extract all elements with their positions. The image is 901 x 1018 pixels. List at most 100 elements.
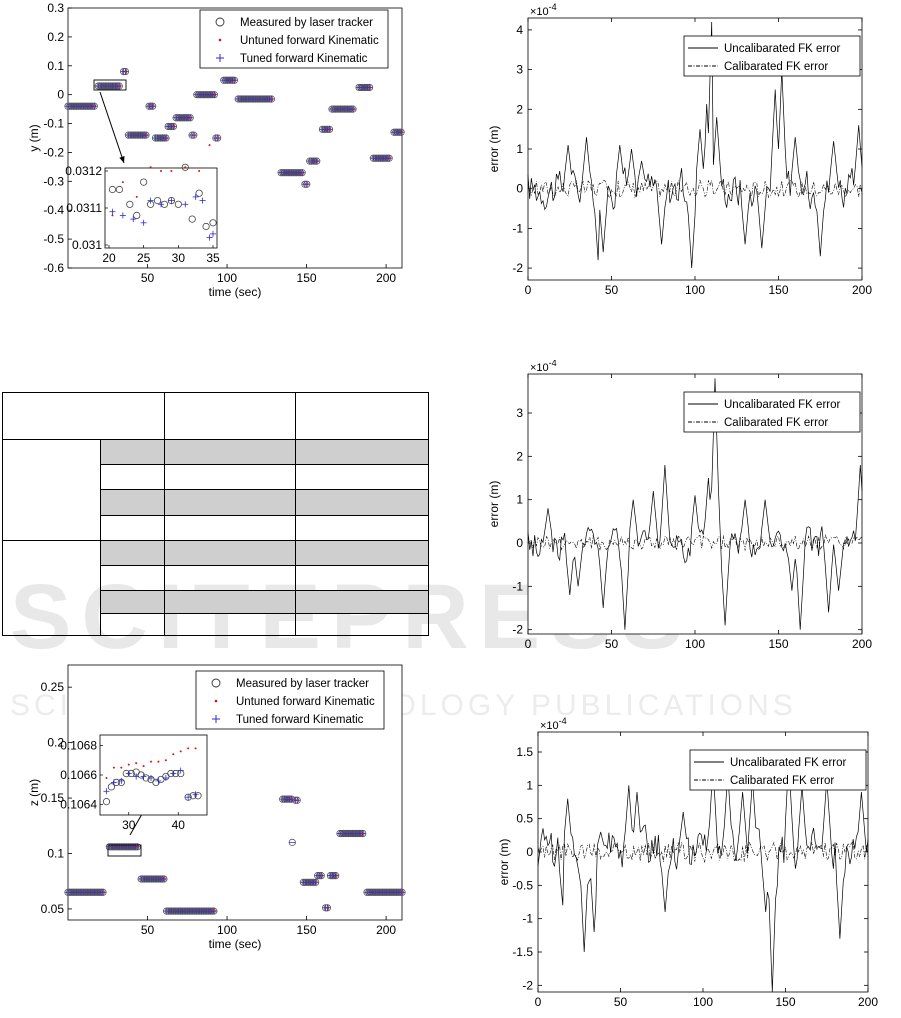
exponent-power: -4 xyxy=(549,360,557,368)
inset-measured-point xyxy=(194,792,202,800)
measured-point xyxy=(312,878,320,886)
measured-point xyxy=(298,169,306,177)
measured-point xyxy=(186,114,194,122)
legend-box xyxy=(683,391,861,433)
inset-untuned-point xyxy=(127,763,130,766)
exponent-label: ×10-4 xyxy=(530,360,557,374)
x-tick-label: 150 xyxy=(297,923,317,937)
legend-box xyxy=(199,9,389,69)
untuned-point xyxy=(271,98,273,100)
inset-x-tick-label: 40 xyxy=(172,818,186,832)
inset-untuned-point xyxy=(187,747,190,750)
calibrated-error-line xyxy=(527,179,863,199)
empty-parameter-table xyxy=(2,392,429,637)
uncalibrated-error-line xyxy=(527,21,863,269)
inset-measured-point xyxy=(189,792,197,800)
untuned-point xyxy=(306,183,309,186)
untuned-point xyxy=(213,910,216,913)
zoom-arrow xyxy=(99,91,125,164)
measured-point xyxy=(293,796,301,804)
untuned-point xyxy=(163,878,166,880)
untuned-point xyxy=(125,70,127,73)
inset-untuned-point xyxy=(135,195,138,198)
table-cell xyxy=(100,463,165,491)
table-header-cell xyxy=(295,392,429,440)
inset-untuned-point xyxy=(105,776,108,779)
y-tick-label: 0.05 xyxy=(41,902,65,916)
legend-box xyxy=(683,35,861,77)
measured-point xyxy=(210,91,218,99)
x-tick-label: 100 xyxy=(217,923,237,937)
legend-label: Uncalibarated FK error xyxy=(730,757,846,769)
untuned-point xyxy=(118,85,121,87)
legend-box xyxy=(689,749,867,791)
untuned-point xyxy=(145,134,148,137)
inset-measured-point xyxy=(102,798,111,806)
inset-frame xyxy=(99,734,208,816)
inset-measured-point xyxy=(167,197,175,205)
inset-y-tick-label: 0.0311 xyxy=(66,201,102,215)
y-tick-label: -2 xyxy=(512,261,523,275)
error-plot-3: 0 50 100 150 200 -2 -1.5 -1 -0.5 0 0.5 1 1.5 ×10-4 err… xyxy=(480,710,880,1018)
measured-point xyxy=(160,875,168,883)
y-tick-label: -0.2 xyxy=(43,145,64,159)
measured-point xyxy=(149,102,157,110)
inset-untuned-point xyxy=(170,170,173,172)
inset-untuned-point xyxy=(150,760,153,763)
untuned-point xyxy=(369,86,371,89)
inset-measured-point xyxy=(174,200,182,208)
table-header-cell xyxy=(164,392,296,440)
y-tick-label: -0.5 xyxy=(512,878,533,892)
y-tick-label: -1 xyxy=(512,579,523,593)
untuned-point xyxy=(136,845,139,848)
y-axis-label: z (m) xyxy=(27,779,41,806)
z-position-plot: 50 100 150 200 0.05 0.1 0.15 0.2 0.25 time (sec) z… xyxy=(0,655,410,980)
x-axis-label: time (sec) xyxy=(209,937,262,951)
x-tick-label: 150 xyxy=(768,637,788,651)
untuned-point xyxy=(165,137,168,139)
y-axis-label: error (m) xyxy=(487,126,501,173)
untuned-point xyxy=(362,832,365,835)
table-cell xyxy=(100,438,165,465)
exponent-power: -4 xyxy=(549,2,557,12)
untuned-point xyxy=(400,131,403,134)
y-axis-label: error (m) xyxy=(497,839,511,886)
inset-y-tick-label: 0.1064 xyxy=(60,798,97,812)
table-cell xyxy=(295,612,429,637)
table-cell xyxy=(100,590,165,614)
untuned-point xyxy=(93,105,96,108)
uncalibrated-error-line xyxy=(537,758,869,993)
table-cell xyxy=(295,489,429,516)
inset-untuned-point xyxy=(111,214,114,217)
measured-point xyxy=(267,95,276,103)
x-tick-label: 50 xyxy=(605,283,619,297)
untuned-point xyxy=(315,881,318,884)
measured-point xyxy=(162,134,170,142)
y-tick-label: 2 xyxy=(516,449,523,463)
inset-untuned-point xyxy=(194,747,197,750)
table-cell xyxy=(100,514,165,541)
error-plot-1: 0 50 100 150 200 -2 -1 0 1 2 3 4 ×10-4 error (m) Uncal… xyxy=(480,0,880,315)
measured-point xyxy=(169,122,178,131)
untuned-point xyxy=(327,906,329,909)
measured-point xyxy=(332,872,340,880)
measured-point xyxy=(397,128,405,136)
inset-x-tick-label: 20 xyxy=(102,251,116,265)
calibrated-error-line xyxy=(537,841,869,863)
x-tick-label: 200 xyxy=(376,271,396,285)
measured-point xyxy=(115,82,123,90)
inset-measured-point xyxy=(184,793,192,801)
y-tick-label: -0.1 xyxy=(43,117,64,131)
measured-point xyxy=(323,904,332,912)
inset-measured-point xyxy=(140,178,148,186)
measured-point xyxy=(133,843,141,851)
y-tick-label: 1 xyxy=(516,493,523,507)
legend-label: Untuned forward Kinematic xyxy=(240,35,379,47)
untuned-point xyxy=(388,157,391,160)
table-cell xyxy=(100,489,165,516)
y-tick-label: 0.15 xyxy=(41,791,65,805)
y-tick-label: -1.5 xyxy=(512,945,533,959)
measured-point xyxy=(365,83,374,92)
measured-point xyxy=(313,157,321,165)
legend-label: Uncalibarated FK error xyxy=(724,399,840,411)
